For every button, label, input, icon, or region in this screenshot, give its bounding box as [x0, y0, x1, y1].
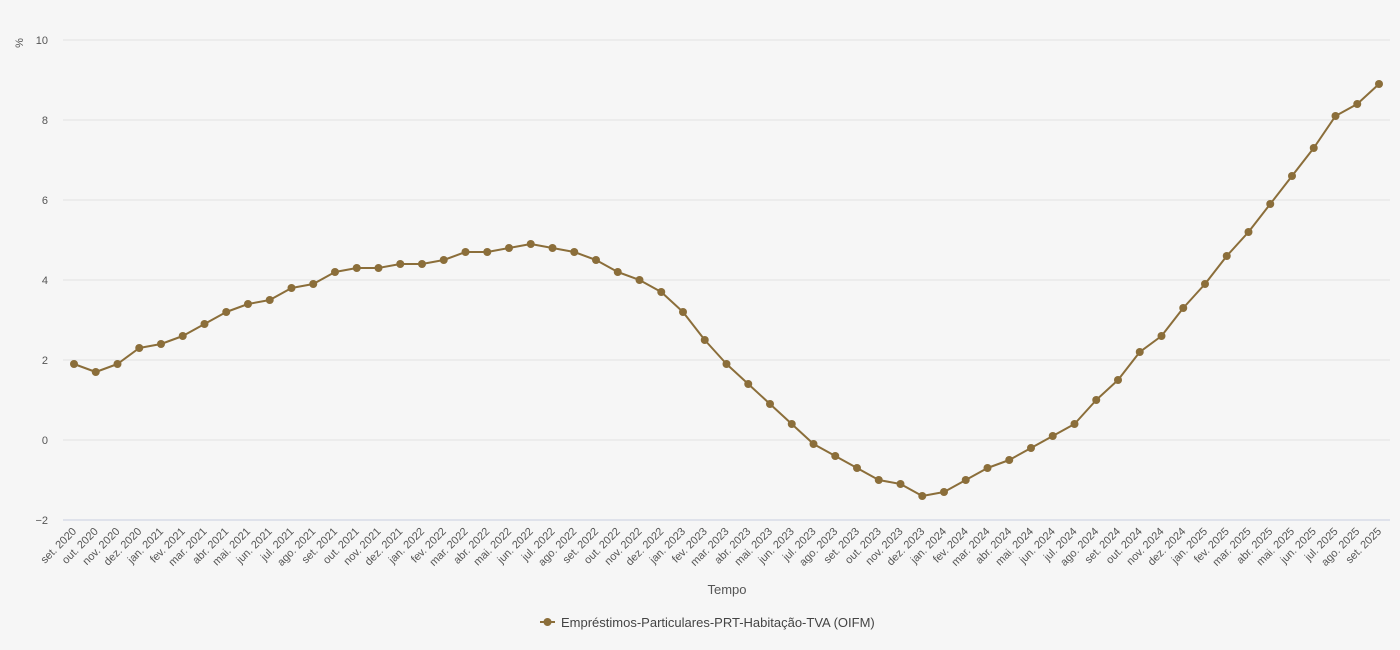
- data-point[interactable]: [396, 260, 405, 268]
- data-point[interactable]: [265, 296, 274, 304]
- data-point[interactable]: [1157, 332, 1166, 340]
- y-tick-label: 2: [42, 355, 48, 367]
- data-point[interactable]: [700, 336, 709, 344]
- data-point[interactable]: [918, 492, 927, 500]
- data-point[interactable]: [853, 464, 861, 472]
- data-point[interactable]: [787, 420, 796, 428]
- data-point[interactable]: [940, 488, 948, 496]
- y-axis-ticks: −2 0 2 4 6 8 10: [35, 35, 48, 527]
- data-point[interactable]: [613, 268, 622, 276]
- y-tick-label: 4: [42, 275, 48, 287]
- data-point[interactable]: [1114, 376, 1122, 384]
- data-point[interactable]: [70, 360, 78, 368]
- x-axis-title: Tempo: [707, 582, 746, 597]
- data-point[interactable]: [222, 308, 231, 316]
- data-point[interactable]: [809, 440, 818, 448]
- data-point[interactable]: [483, 248, 492, 256]
- data-point[interactable]: [635, 276, 644, 284]
- data-point[interactable]: [1027, 444, 1035, 452]
- data-point[interactable]: [961, 476, 970, 484]
- data-point[interactable]: [983, 464, 992, 472]
- data-point[interactable]: [1135, 348, 1144, 356]
- data-point[interactable]: [1375, 80, 1383, 88]
- data-point[interactable]: [1179, 304, 1188, 312]
- data-point[interactable]: [831, 452, 840, 460]
- data-point[interactable]: [439, 256, 448, 264]
- y-axis-title: %: [14, 38, 26, 48]
- data-point[interactable]: [505, 244, 513, 252]
- data-point[interactable]: [722, 360, 731, 368]
- data-point[interactable]: [135, 344, 144, 352]
- series-points: [70, 80, 1383, 500]
- legend[interactable]: Empréstimos-Particulares-PRT-Habitação-T…: [540, 615, 875, 630]
- data-point[interactable]: [766, 400, 774, 408]
- data-point[interactable]: [374, 264, 383, 272]
- data-point[interactable]: [1005, 456, 1014, 464]
- data-point[interactable]: [157, 340, 165, 348]
- data-point[interactable]: [352, 264, 361, 272]
- data-point[interactable]: [679, 308, 687, 316]
- legend-dot-marker: [543, 618, 552, 626]
- y-tick-label: 6: [42, 195, 48, 207]
- data-point[interactable]: [178, 332, 187, 340]
- data-point[interactable]: [1353, 100, 1362, 108]
- y-tick-label: 10: [36, 35, 48, 47]
- data-point[interactable]: [200, 320, 209, 328]
- y-tick-label: 8: [42, 115, 48, 127]
- data-point[interactable]: [331, 268, 339, 276]
- data-point[interactable]: [1070, 420, 1079, 428]
- data-point[interactable]: [113, 360, 122, 368]
- data-point[interactable]: [874, 476, 883, 484]
- data-point[interactable]: [1331, 112, 1340, 120]
- y-tick-label: −2: [35, 515, 48, 527]
- data-point[interactable]: [592, 256, 600, 264]
- data-point[interactable]: [744, 380, 753, 388]
- data-point[interactable]: [570, 248, 579, 256]
- data-point[interactable]: [1222, 252, 1231, 260]
- data-point[interactable]: [526, 240, 535, 248]
- data-point[interactable]: [1244, 228, 1253, 236]
- data-point[interactable]: [1048, 432, 1057, 440]
- legend-label: Empréstimos-Particulares-PRT-Habitação-T…: [561, 615, 875, 630]
- data-point[interactable]: [1288, 172, 1296, 180]
- data-point[interactable]: [309, 280, 318, 288]
- data-point[interactable]: [461, 248, 470, 256]
- data-point[interactable]: [1309, 144, 1318, 152]
- data-point[interactable]: [1092, 396, 1101, 404]
- data-point[interactable]: [896, 480, 905, 488]
- data-point[interactable]: [418, 260, 426, 268]
- data-point[interactable]: [548, 244, 557, 252]
- data-point[interactable]: [657, 288, 666, 296]
- data-point[interactable]: [91, 368, 100, 376]
- data-point[interactable]: [1266, 200, 1275, 208]
- data-point[interactable]: [1201, 280, 1209, 288]
- data-point[interactable]: [244, 300, 252, 308]
- data-point[interactable]: [287, 284, 296, 292]
- y-tick-label: 0: [42, 435, 48, 447]
